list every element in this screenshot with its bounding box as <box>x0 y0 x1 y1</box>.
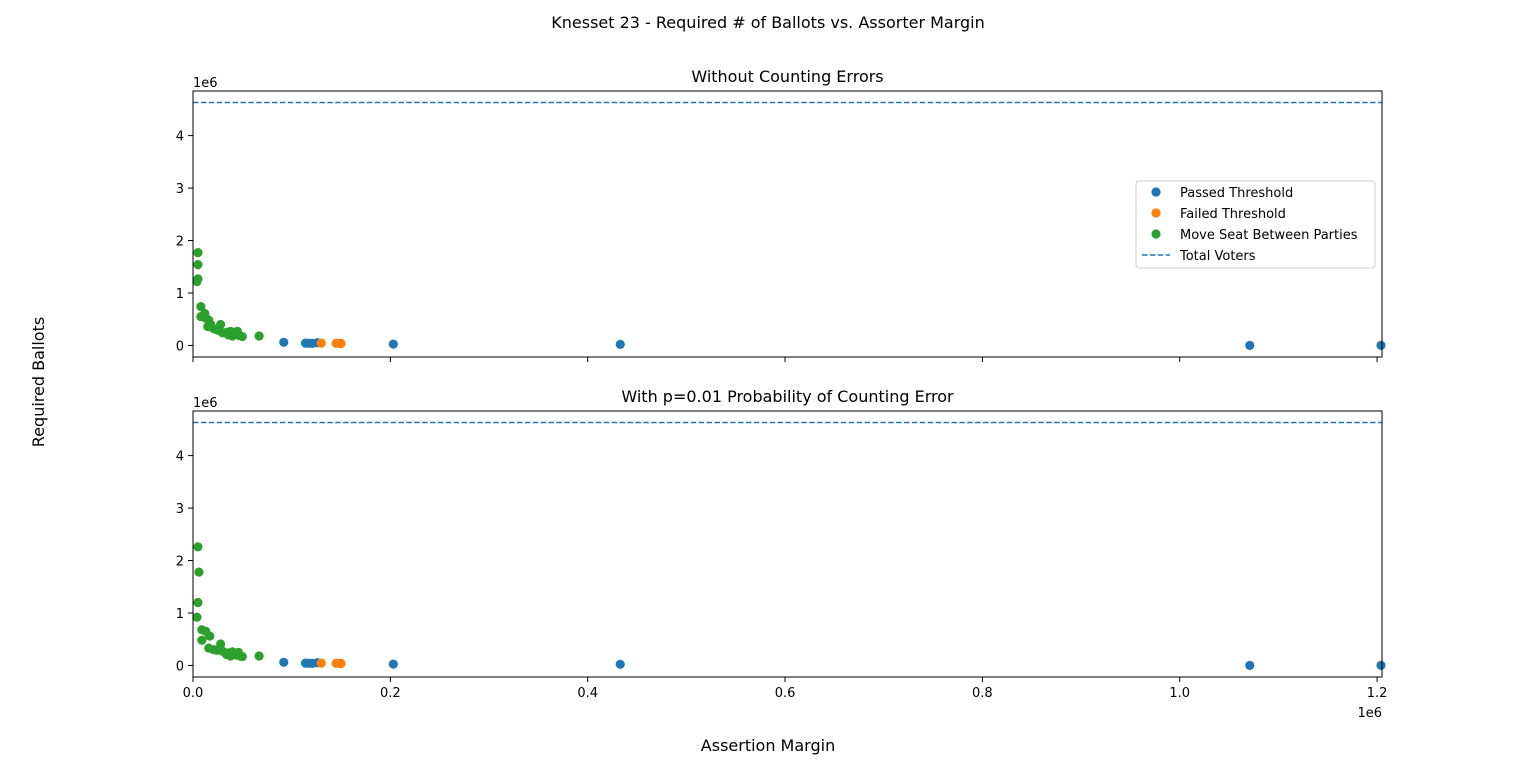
series-passed <box>279 657 1386 671</box>
y-tick-label: 2 <box>176 235 184 250</box>
legend-label-total: Total Voters <box>1179 249 1256 264</box>
axes-frame <box>192 410 1383 678</box>
data-point <box>336 658 346 669</box>
x-tick-label: 0.2 <box>380 686 401 701</box>
data-point <box>193 597 203 608</box>
data-point <box>388 339 398 349</box>
data-point <box>192 612 202 622</box>
x-tick-label: 0.0 <box>183 686 204 701</box>
data-point <box>254 651 264 661</box>
y-axis-label: Required Ballots <box>29 317 48 447</box>
x-tick-label: 0.8 <box>972 686 993 701</box>
figure-title: Knesset 23 - Required # of Ballots vs. A… <box>551 13 985 32</box>
data-point <box>194 567 204 577</box>
y-tick-label: 1 <box>176 287 184 302</box>
data-point <box>216 639 226 649</box>
x-tick-label: 0.6 <box>775 686 796 701</box>
panel-title: Without Counting Errors <box>691 67 883 86</box>
data-point <box>237 331 247 342</box>
bottom-panel: With p=0.01 Probability of Counting Erro… <box>176 387 1388 721</box>
legend-box <box>1135 180 1376 269</box>
data-point <box>1376 660 1386 671</box>
data-point <box>216 319 226 330</box>
data-point <box>1376 340 1386 351</box>
x-offset-label: 1e6 <box>1357 706 1382 721</box>
y-tick-label: 3 <box>176 502 184 517</box>
data-point <box>193 260 203 270</box>
data-point <box>193 247 203 258</box>
data-point <box>279 337 289 347</box>
data-point <box>279 657 289 667</box>
x-tick-label: 1.0 <box>1169 686 1190 701</box>
legend-label-failed: Failed Threshold <box>1180 207 1286 222</box>
data-point <box>237 651 247 662</box>
data-point <box>1245 340 1255 350</box>
top-panel: Without Counting Errors 1e6 0 1 2 3 4 <box>176 67 1386 362</box>
data-point <box>316 658 326 668</box>
panel-title: With p=0.01 Probability of Counting Erro… <box>621 387 954 406</box>
data-point <box>316 338 326 348</box>
data-point <box>388 659 398 669</box>
y-offset-label: 1e6 <box>193 396 218 411</box>
data-point <box>254 331 264 341</box>
legend: Passed Threshold Failed Threshold Move Sea… <box>1135 180 1376 269</box>
axes-frame <box>192 90 1383 358</box>
x-axis-label: Assertion Margin <box>701 736 835 755</box>
y-tick-label: 0 <box>176 339 184 354</box>
x-tick-label: 0.4 <box>577 686 598 701</box>
data-point <box>197 635 207 645</box>
legend-marker-failed <box>1151 208 1161 218</box>
legend-label-passed: Passed Threshold <box>1180 186 1293 201</box>
legend-marker-move <box>1151 229 1161 239</box>
series-passed <box>279 337 1386 351</box>
y-tick-label: 4 <box>176 130 184 145</box>
data-point <box>336 338 346 349</box>
y-tick-label: 4 <box>176 450 184 465</box>
y-tick-label: 0 <box>176 659 184 674</box>
series-failed <box>316 338 346 349</box>
legend-label-move: Move Seat Between Parties <box>1180 228 1358 243</box>
data-point <box>615 339 625 350</box>
data-point <box>196 302 206 312</box>
data-point <box>192 276 202 287</box>
y-tick-label: 2 <box>176 555 184 570</box>
legend-marker-passed <box>1151 187 1161 197</box>
data-point <box>615 659 625 669</box>
y-tick-label: 1 <box>176 607 184 622</box>
series-failed <box>316 658 346 669</box>
y-tick-label: 3 <box>176 182 184 197</box>
series-move <box>192 542 264 662</box>
data-point <box>193 542 203 552</box>
y-offset-label: 1e6 <box>193 76 218 91</box>
data-point <box>1245 660 1255 670</box>
x-tick-label: 1.2 <box>1367 686 1388 701</box>
series-move <box>192 247 264 342</box>
data-point <box>205 631 215 641</box>
